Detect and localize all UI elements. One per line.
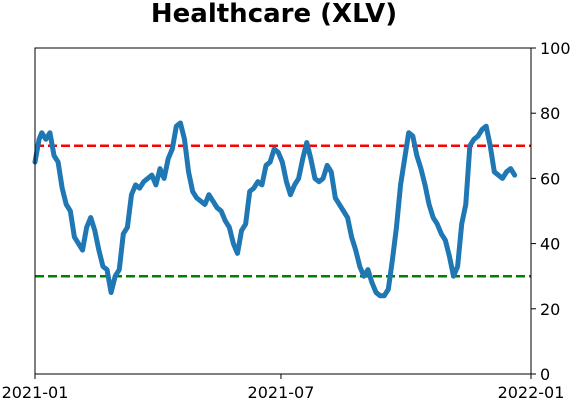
y-tick-label: 80 [540,104,560,123]
series-layer [32,120,518,299]
y-tick-label: 40 [540,235,560,254]
y-tick-label: 0 [540,365,550,384]
x-tick-label: 2021-01 [2,383,69,402]
x-tick-label: 2021-07 [248,383,315,402]
plot-frame [34,47,532,375]
x-tick-label: 2022-01 [498,383,565,402]
y-tick-label: 100 [540,39,571,58]
chart-title: Healthcare (XLV) [150,0,398,29]
y-axis: 0 20 40 60 80 100 [531,39,571,384]
x-axis: 2021-01 2021-07 2022-01 [2,374,565,402]
series-line [32,120,518,299]
y-tick-label: 60 [540,169,560,188]
y-tick-label: 20 [540,300,560,319]
